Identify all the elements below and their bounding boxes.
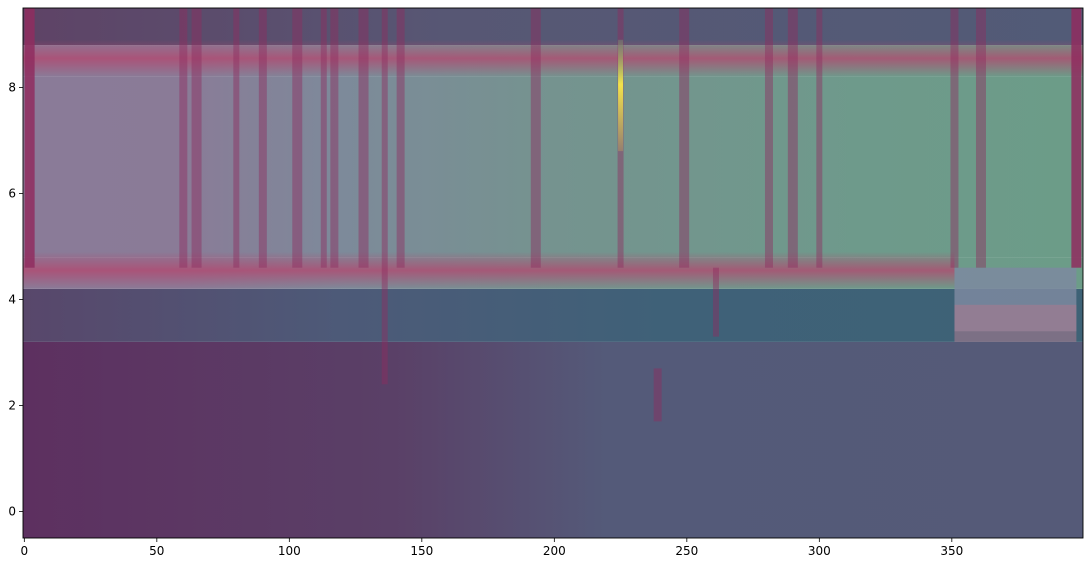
heatmap-column <box>1071 8 1082 268</box>
x-tick-label: 250 <box>675 544 698 558</box>
heatmap-band <box>954 304 1077 342</box>
y-tick-label: 8 <box>8 81 16 95</box>
heatmap-column <box>396 8 405 268</box>
y-tick-label: 0 <box>8 505 16 519</box>
heatmap-column <box>975 8 986 268</box>
heatmap-column <box>358 8 369 268</box>
heatmap-column <box>816 8 823 268</box>
heatmap-column <box>330 8 339 268</box>
heatmap-band <box>23 288 1083 342</box>
heatmap-column <box>712 267 719 337</box>
heatmap-column <box>381 8 388 385</box>
heatmap-column <box>233 8 240 268</box>
heatmap-band <box>23 39 1083 77</box>
x-tick-label: 150 <box>410 544 433 558</box>
x-tick-label: 0 <box>21 544 29 558</box>
heatmap-column <box>24 8 35 268</box>
heatmap-column <box>179 8 188 268</box>
heatmap-column <box>764 8 773 268</box>
y-tick-label: 6 <box>8 187 16 201</box>
heatmap-column <box>292 8 303 268</box>
heatmap-column <box>191 8 202 268</box>
heatmap-column <box>258 8 267 268</box>
heatmap-column <box>653 368 662 422</box>
heatmap-column <box>950 8 959 268</box>
y-tick-label: 2 <box>8 399 16 413</box>
x-tick-label: 100 <box>278 544 301 558</box>
heatmap-band <box>23 8 1083 46</box>
heatmap-column <box>679 8 690 268</box>
heatmap-column <box>787 8 798 268</box>
y-axis: 0 2 4 6 8 <box>8 81 23 519</box>
plot-area <box>23 8 1083 538</box>
x-axis: 0 50 100 150 200 250 300 350 <box>21 538 963 558</box>
x-tick-label: 300 <box>808 544 831 558</box>
heatmap-column <box>530 8 541 268</box>
heatmap-band <box>23 341 1083 538</box>
heatmap-band <box>23 251 955 289</box>
plot-frame <box>22 7 1084 539</box>
heatmap-peak <box>618 39 624 152</box>
x-tick-label: 350 <box>940 544 963 558</box>
heatmap-band <box>23 76 1083 258</box>
heatmap-column <box>320 8 327 268</box>
x-tick-label: 50 <box>149 544 164 558</box>
y-tick-label: 4 <box>8 293 16 307</box>
x-tick-label: 200 <box>543 544 566 558</box>
